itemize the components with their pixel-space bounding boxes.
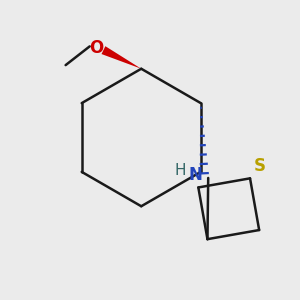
Text: H: H [175,163,187,178]
Text: S: S [254,157,266,175]
Text: O: O [89,39,103,57]
Text: N: N [189,167,202,184]
Polygon shape [101,46,141,69]
